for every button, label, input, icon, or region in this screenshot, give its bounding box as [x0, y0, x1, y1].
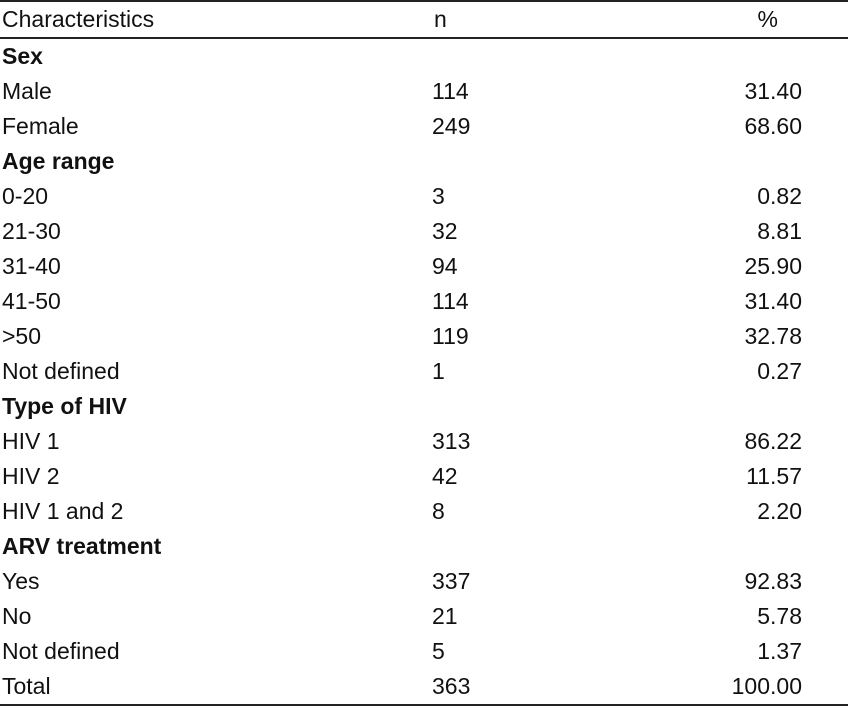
row-percent: 32.78 [744, 323, 802, 349]
row-count: 337 [432, 568, 471, 594]
row-percent: 68.60 [744, 113, 802, 139]
table-row: No 21 5.78 [0, 599, 848, 634]
section-label: ARV treatment [2, 533, 162, 559]
row-count: 313 [432, 428, 471, 454]
table-row: HIV 2 42 11.57 [0, 459, 848, 494]
row-count: 363 [430, 669, 620, 706]
table-row: HIV 1 and 2 8 2.20 [0, 494, 848, 529]
row-label: Not defined [2, 638, 120, 664]
row-percent: 2.20 [757, 498, 802, 524]
table-row: Yes 337 92.83 [0, 564, 848, 599]
table-row: Not defined 1 0.27 [0, 354, 848, 389]
table-row: HIV 1 313 86.22 [0, 424, 848, 459]
table-row: 41-50 114 31.40 [0, 284, 848, 319]
row-percent: 8.81 [757, 218, 802, 244]
header-percent: % [620, 0, 848, 39]
row-percent: 100.00 [620, 669, 848, 706]
section-header-row: Type of HIV [0, 389, 848, 424]
row-percent: 0.27 [757, 358, 802, 384]
row-label: 31-40 [2, 253, 61, 279]
header-n: n [430, 0, 620, 39]
row-count: 249 [432, 113, 471, 139]
section-label: Age range [2, 148, 115, 174]
section-label: Type of HIV [2, 393, 127, 419]
row-percent: 5.78 [757, 603, 802, 629]
row-percent: 31.40 [744, 288, 802, 314]
row-count: 42 [432, 463, 458, 489]
row-count: 94 [432, 253, 458, 279]
table-row: Not defined 5 1.37 [0, 634, 848, 669]
row-label: Male [2, 78, 52, 104]
row-percent: 92.83 [744, 568, 802, 594]
table-row: 21-30 32 8.81 [0, 214, 848, 249]
table-row: 0-20 3 0.82 [0, 179, 848, 214]
row-count: 114 [432, 78, 469, 104]
section-header-row: Sex [0, 38, 848, 74]
header-characteristics: Characteristics [0, 0, 430, 39]
table-header-row: Characteristics n % [0, 0, 848, 39]
row-percent: 0.82 [757, 183, 802, 209]
row-label: Total [0, 669, 430, 706]
total-row: Total 363 100.00 [0, 669, 848, 706]
row-label: Not defined [2, 358, 120, 384]
row-percent: 31.40 [744, 78, 802, 104]
row-label: Yes [2, 568, 40, 594]
row-count: 1 [432, 358, 445, 384]
row-label: >50 [2, 323, 42, 349]
section-label: Sex [2, 43, 43, 69]
table-body: Sex Male 114 31.40 Female 249 68.60 Age range 0-… [0, 38, 848, 706]
row-count: 32 [432, 218, 458, 244]
row-label: 0-20 [2, 183, 49, 209]
row-label: 21-30 [2, 218, 61, 244]
row-count: 5 [432, 638, 445, 664]
row-percent: 25.90 [744, 253, 802, 279]
table-row: Male 114 31.40 [0, 74, 848, 109]
row-percent: 11.57 [746, 463, 802, 489]
row-label: HIV 1 [2, 428, 60, 454]
section-header-row: ARV treatment [0, 529, 848, 564]
row-count: 114 [432, 288, 469, 314]
row-count: 8 [432, 498, 445, 524]
table-row: Female 249 68.60 [0, 109, 848, 144]
row-label: HIV 1 and 2 [2, 498, 124, 524]
row-percent: 1.37 [757, 638, 802, 664]
row-label: No [2, 603, 32, 629]
section-header-row: Age range [0, 144, 848, 179]
row-count: 3 [432, 183, 445, 209]
table-row: 31-40 94 25.90 [0, 249, 848, 284]
row-percent: 86.22 [744, 428, 802, 454]
table-row: >50 119 32.78 [0, 319, 848, 354]
row-label: Female [2, 113, 79, 139]
row-count: 21 [432, 603, 458, 629]
row-label: 41-50 [2, 288, 61, 314]
row-count: 119 [432, 323, 469, 349]
row-label: HIV 2 [2, 463, 60, 489]
